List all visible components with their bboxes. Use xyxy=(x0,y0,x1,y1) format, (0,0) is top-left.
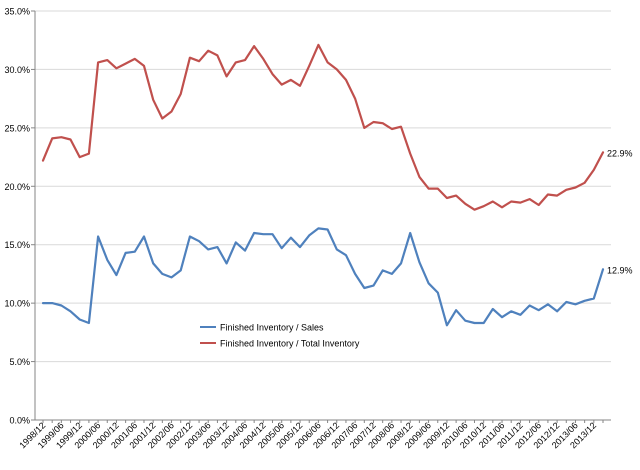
legend-label: Finished Inventory / Total Inventory xyxy=(220,339,360,349)
legend: Finished Inventory / Sales Finished Inven… xyxy=(200,323,360,349)
axes: 0.0%5.0%10.0%15.0%20.0%25.0%30.0%35.0%19… xyxy=(4,7,611,450)
series-line-1 xyxy=(41,227,605,327)
end-value-label: 12.9% xyxy=(607,265,633,275)
series-lines xyxy=(41,43,605,327)
series-line-2 xyxy=(41,43,605,211)
gridlines xyxy=(35,10,611,363)
y-tick-label: 0.0% xyxy=(9,416,30,426)
end-value-label: 22.9% xyxy=(607,148,633,158)
y-tick-label: 10.0% xyxy=(4,299,30,309)
legend-label: Finished Inventory / Sales xyxy=(220,323,324,333)
y-tick-label: 15.0% xyxy=(4,240,30,250)
y-tick-label: 25.0% xyxy=(4,123,30,133)
y-tick-label: 30.0% xyxy=(4,65,30,75)
y-tick-label: 35.0% xyxy=(4,7,30,17)
y-tick-label: 5.0% xyxy=(9,357,30,367)
data-labels: 12.9% 22.9% xyxy=(607,148,633,275)
y-tick-label: 20.0% xyxy=(4,182,30,192)
